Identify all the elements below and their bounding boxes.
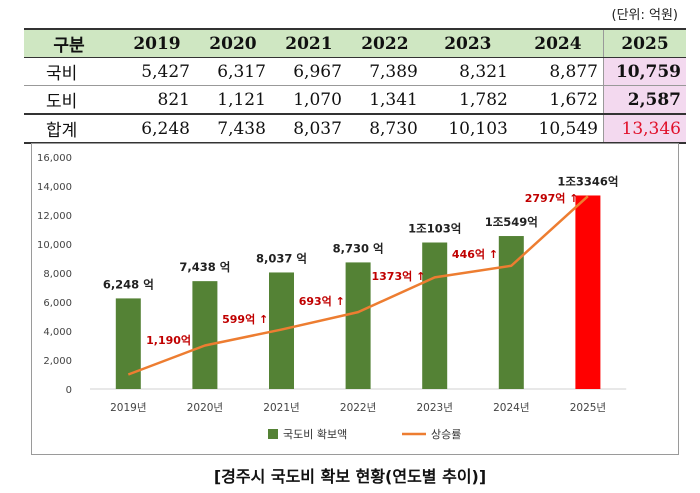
- bar-value-label: 6,248 억: [103, 277, 154, 291]
- bar-value-label: 1조3346억: [557, 174, 618, 188]
- bar: [498, 236, 524, 389]
- chart-caption: [경주시 국도비 확보 현황(연도별 추이)]: [213, 467, 487, 486]
- table-cell: 6,317: [194, 57, 271, 86]
- legend-swatch-bar: [268, 429, 278, 439]
- header-year: 2019: [119, 28, 195, 58]
- table-cell: 5,427: [119, 57, 195, 86]
- table-cell: 2,587: [603, 85, 686, 115]
- increase-label: 1373억 ↑: [372, 270, 426, 283]
- y-tick-label: 2,000: [43, 356, 72, 367]
- bar: [192, 281, 218, 389]
- legend-label: 국도비 확보액: [283, 428, 347, 441]
- table-cell: 1,070: [270, 85, 347, 115]
- increase-label: 2797억 ↑: [525, 192, 579, 205]
- increase-label: 693억 ↑: [299, 295, 345, 308]
- chart-frame: [31, 143, 679, 455]
- bar: [115, 298, 141, 389]
- increase-label: 1,190억: [146, 334, 191, 347]
- y-tick-label: 4,000: [43, 327, 72, 338]
- bar: [575, 195, 601, 389]
- y-tick-label: 16,000: [37, 153, 72, 164]
- y-tick-label: 14,000: [37, 182, 72, 193]
- y-tick-label: 12,000: [37, 211, 72, 222]
- bar: [422, 242, 448, 389]
- bar-value-label: 7,438 억: [179, 260, 230, 274]
- bar-value-label: 1조549억: [485, 215, 538, 229]
- table-cell: 13,346: [603, 114, 686, 144]
- y-tick-label: 6,000: [43, 298, 72, 309]
- y-tick-label: 10,000: [37, 240, 72, 251]
- header-year: 2025: [603, 28, 686, 58]
- table-cell: 8,037: [270, 114, 347, 144]
- unit-label: (단위: 억원): [611, 8, 679, 23]
- trend-line: [127, 195, 589, 376]
- table-cell: 821: [119, 85, 195, 115]
- header-year: 2023: [422, 28, 513, 58]
- x-tick-label: 2023년: [417, 402, 453, 414]
- x-tick-label: 2020년: [187, 402, 223, 414]
- funding-table: 구분 2019 2020 2021 2022 2023 2024 2025 국비…: [24, 28, 686, 144]
- table-cell: 7,389: [346, 57, 423, 86]
- bar-value-label: 8,730 억: [333, 241, 384, 255]
- bar-value-label: 1조103억: [408, 222, 461, 236]
- header-year: 2022: [346, 28, 423, 58]
- table-header-row: 구분 2019 2020 2021 2022 2023 2024 2025: [24, 28, 686, 58]
- y-tick-label: 0: [66, 385, 72, 396]
- table-cell: 1,341: [346, 85, 423, 115]
- table-cell: 8,730: [346, 114, 423, 144]
- legend-label: 상승률: [431, 428, 461, 441]
- increase-label: 446억 ↑: [452, 248, 498, 261]
- bar: [345, 262, 371, 389]
- x-tick-label: 2019년: [110, 402, 146, 414]
- x-tick-label: 2024년: [493, 402, 529, 414]
- table-cell: 10,549: [512, 114, 604, 144]
- bar-value-label: 8,037 억: [256, 251, 307, 265]
- table-row-national: 국비 5,427 6,317 6,967 7,389 8,321 8,877 1…: [24, 57, 686, 86]
- table-row-total: 합계 6,248 7,438 8,037 8,730 10,103 10,549…: [24, 114, 686, 144]
- row-label: 합계: [24, 114, 119, 144]
- table-cell: 6,967: [270, 57, 347, 86]
- x-tick-label: 2021년: [263, 402, 299, 414]
- table-cell: 8,321: [422, 57, 513, 86]
- table-cell: 10,759: [603, 57, 686, 86]
- table-row-provincial: 도비 821 1,121 1,070 1,341 1,782 1,672 2,5…: [24, 85, 686, 115]
- header-year: 2021: [270, 28, 347, 58]
- table-cell: 1,782: [422, 85, 513, 115]
- header-year: 2024: [512, 28, 604, 58]
- table-cell: 6,248: [119, 114, 195, 144]
- x-tick-label: 2022년: [340, 402, 376, 414]
- header-year: 2020: [194, 28, 271, 58]
- y-tick-label: 8,000: [43, 269, 72, 280]
- x-tick-label: 2025년: [570, 402, 606, 414]
- header-label: 구분: [24, 28, 119, 58]
- row-label: 도비: [24, 85, 119, 115]
- table-cell: 7,438: [194, 114, 271, 144]
- row-label: 국비: [24, 57, 119, 86]
- table-cell: 10,103: [422, 114, 513, 144]
- increase-label: 599억 ↑: [222, 313, 268, 326]
- table-cell: 1,672: [512, 85, 604, 115]
- table-cell: 8,877: [512, 57, 604, 86]
- table-cell: 1,121: [194, 85, 271, 115]
